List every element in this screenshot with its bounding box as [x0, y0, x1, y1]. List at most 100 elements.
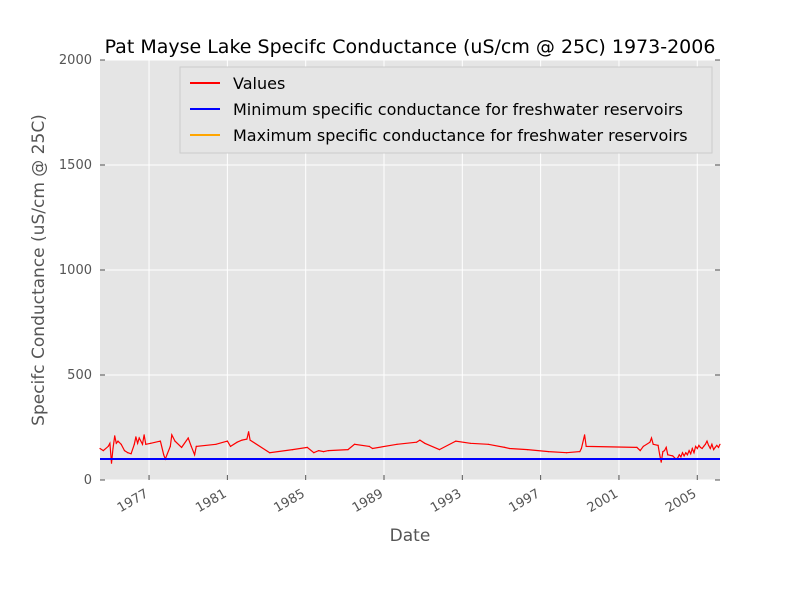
data-point	[120, 443, 122, 445]
legend-label: Values	[233, 74, 285, 93]
data-point	[163, 454, 165, 456]
data-point	[416, 441, 418, 443]
data-point	[114, 435, 116, 437]
data-point	[368, 445, 370, 447]
data-point	[248, 431, 250, 433]
data-point	[693, 452, 695, 454]
data-point	[681, 452, 684, 454]
data-point	[109, 442, 111, 444]
data-point	[580, 447, 583, 450]
data-point	[424, 442, 426, 444]
legend-label: Maximum specific conductance for freshwa…	[233, 126, 688, 145]
data-point	[318, 450, 320, 452]
data-point	[145, 443, 147, 445]
data-point	[174, 440, 176, 442]
data-point	[665, 446, 667, 448]
data-point	[487, 443, 489, 445]
data-point	[215, 443, 217, 445]
data-point	[650, 437, 653, 439]
data-point	[181, 446, 183, 448]
data-point	[313, 452, 315, 454]
data-point	[504, 446, 506, 448]
data-point	[709, 447, 711, 450]
data-point	[695, 445, 697, 447]
data-point	[688, 450, 690, 452]
data-point	[711, 443, 713, 445]
data-point	[657, 444, 659, 446]
data-point	[469, 442, 471, 444]
data-point	[584, 434, 586, 436]
data-point	[127, 452, 129, 454]
data-point	[169, 445, 171, 447]
data-point	[110, 462, 113, 464]
data-point	[241, 439, 243, 441]
data-point	[107, 445, 109, 447]
data-point	[187, 437, 189, 439]
data-point	[680, 456, 682, 458]
data-point	[141, 443, 144, 445]
series-layer	[99, 431, 721, 464]
data-point	[708, 444, 710, 446]
data-point	[226, 440, 228, 442]
x-axis-label: Date	[390, 526, 431, 546]
x-tick-label: 1993	[428, 486, 464, 516]
data-point	[292, 449, 294, 451]
data-point	[455, 440, 457, 442]
data-point	[353, 443, 356, 445]
data-point	[438, 449, 440, 451]
data-point	[117, 440, 119, 442]
x-ticks: 1977 1981 1985 1989 1993 1997 2001 2005	[115, 475, 699, 516]
data-point	[652, 443, 654, 445]
data-point	[566, 452, 568, 454]
y-tick-label: 1000	[59, 263, 92, 278]
data-point	[137, 442, 139, 444]
data-point	[639, 450, 641, 452]
data-point	[327, 450, 329, 452]
data-point	[194, 454, 196, 456]
data-point	[716, 444, 718, 446]
data-point	[112, 447, 114, 450]
data-point	[662, 451, 664, 453]
data-point	[396, 443, 398, 445]
data-point	[419, 439, 421, 441]
data-point	[306, 446, 308, 448]
data-point	[690, 453, 692, 455]
data-point	[190, 445, 192, 447]
data-point	[683, 455, 685, 457]
x-tick-label: 1977	[115, 486, 151, 516]
data-point	[659, 454, 661, 456]
data-point	[143, 434, 145, 436]
data-point	[99, 447, 101, 450]
x-tick-label: 1985	[272, 486, 308, 516]
data-point	[526, 449, 529, 451]
data-point	[371, 447, 374, 450]
x-tick-label: 1989	[350, 486, 386, 516]
data-point	[579, 451, 581, 453]
y-tick-label: 0	[84, 473, 92, 488]
x-tick-label: 2001	[585, 486, 621, 516]
data-point	[686, 454, 689, 456]
legend: Values Minimum specific conductance for f…	[179, 66, 713, 154]
data-point	[585, 445, 587, 447]
y-tick-label: 500	[67, 368, 92, 383]
data-point	[636, 446, 638, 448]
data-point	[717, 446, 720, 448]
y-tick-label: 2000	[59, 53, 92, 68]
data-point	[699, 446, 702, 448]
data-point	[229, 445, 232, 447]
data-point	[691, 447, 693, 450]
x-tick-label: 1981	[193, 486, 229, 516]
data-point	[701, 447, 703, 450]
data-point	[115, 442, 117, 444]
data-point	[663, 450, 666, 452]
y-tick-label: 1500	[59, 158, 92, 173]
data-point	[323, 451, 325, 453]
data-point	[133, 443, 135, 445]
data-point	[195, 445, 197, 447]
data-point	[508, 447, 511, 450]
data-point	[123, 450, 126, 452]
x-tick-label: 1997	[506, 486, 542, 516]
data-point	[135, 436, 137, 438]
y-gridlines	[100, 59, 720, 481]
